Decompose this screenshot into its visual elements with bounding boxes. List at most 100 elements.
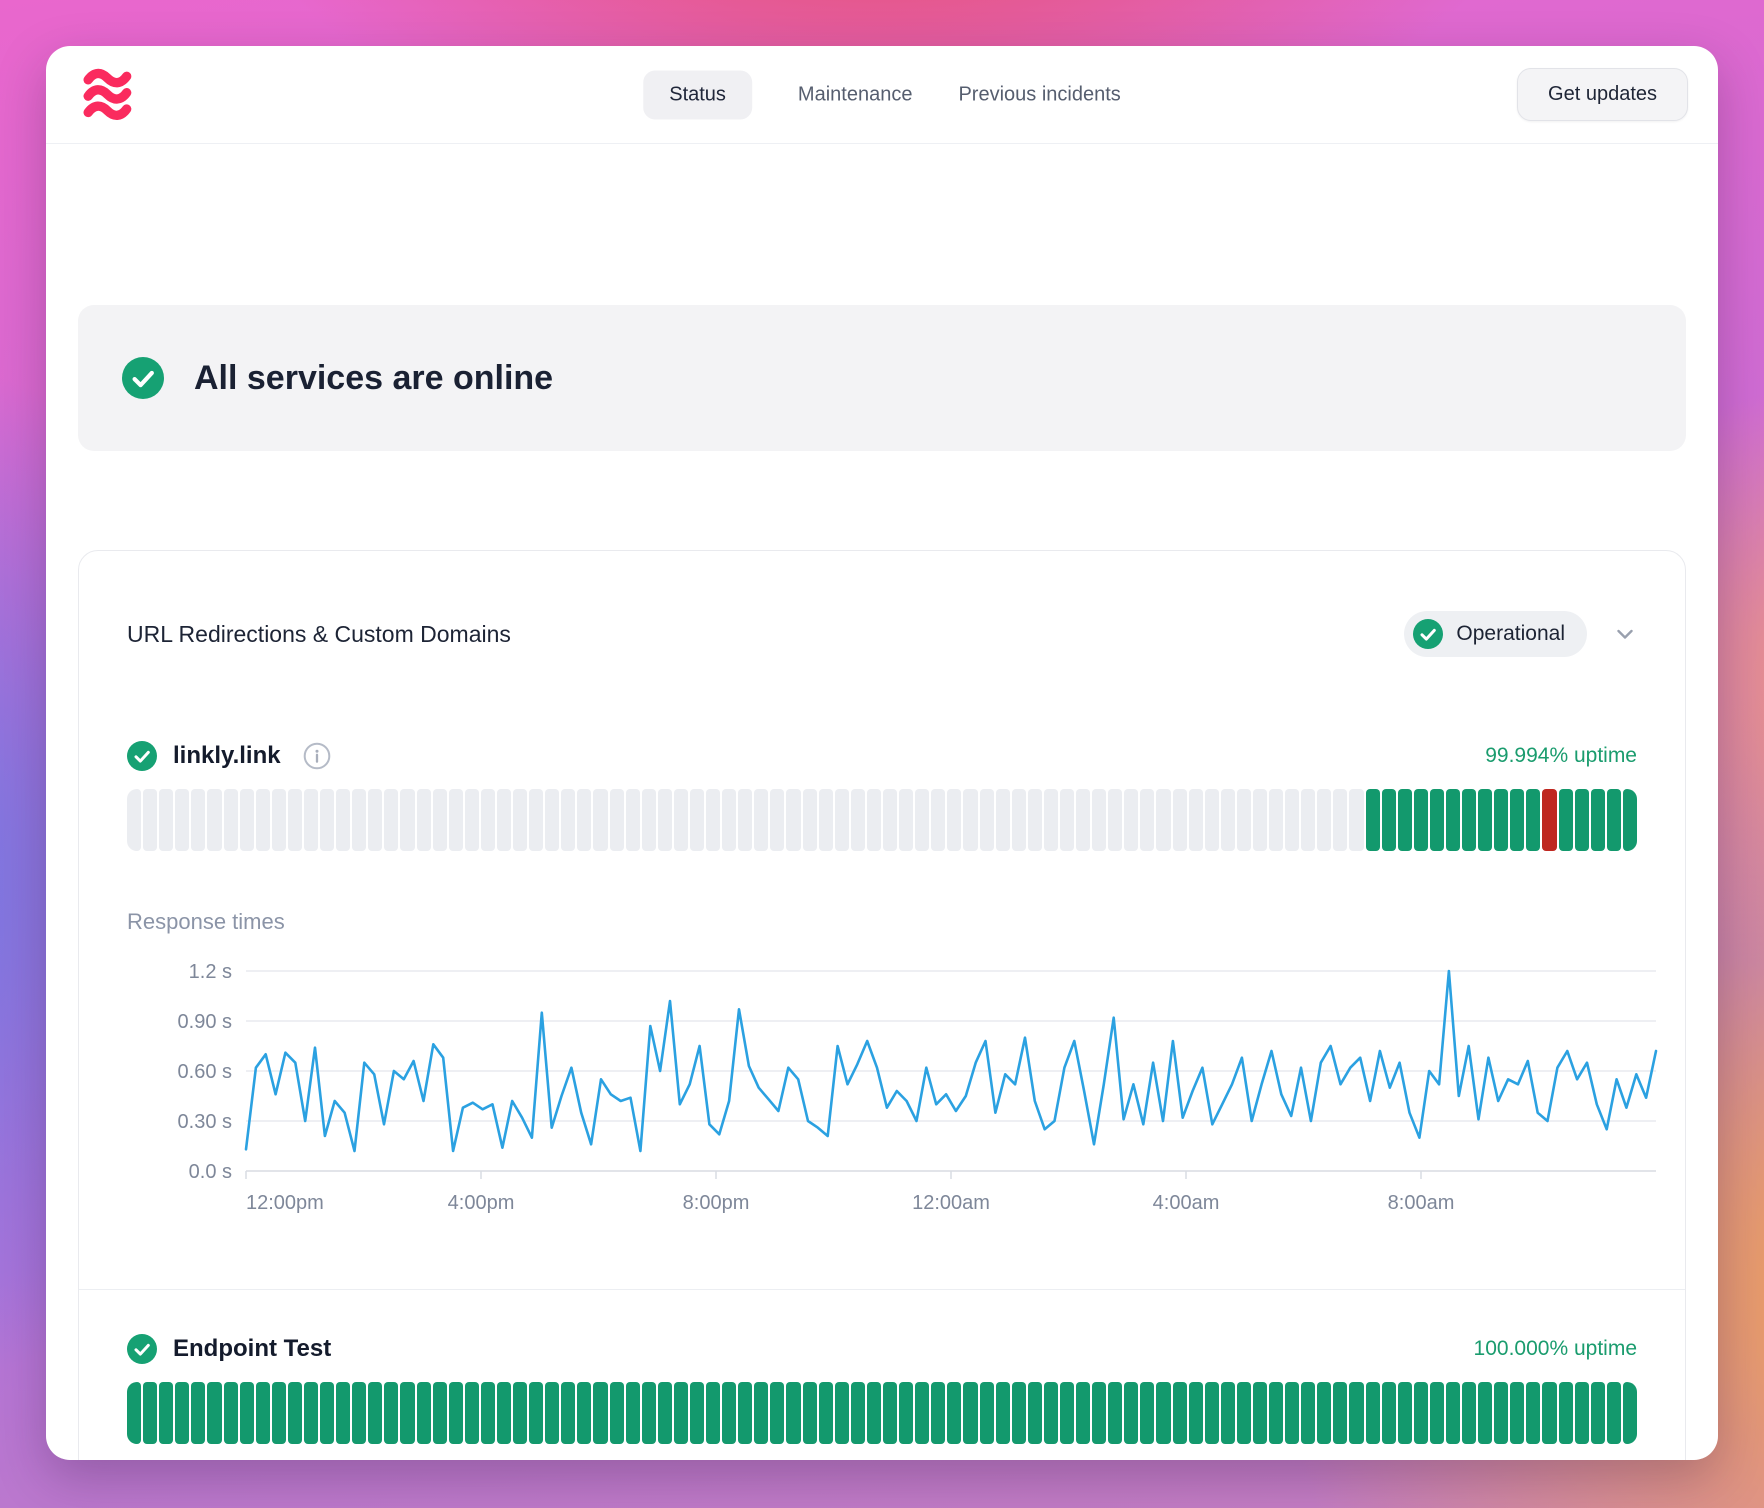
uptime-segment[interactable]	[1124, 1382, 1138, 1444]
uptime-segment[interactable]	[1205, 1382, 1219, 1444]
uptime-segment[interactable]	[1189, 1382, 1203, 1444]
uptime-segment[interactable]	[626, 1382, 640, 1444]
uptime-segment[interactable]	[1333, 1382, 1347, 1444]
uptime-segment[interactable]	[272, 789, 286, 851]
uptime-segment[interactable]	[819, 1382, 833, 1444]
uptime-segment[interactable]	[256, 789, 270, 851]
uptime-segment[interactable]	[1092, 789, 1106, 851]
uptime-segment[interactable]	[545, 1382, 559, 1444]
uptime-segment[interactable]	[690, 789, 704, 851]
uptime-segment[interactable]	[642, 1382, 656, 1444]
uptime-segment[interactable]	[529, 789, 543, 851]
info-icon[interactable]	[303, 742, 331, 770]
uptime-segment[interactable]	[1028, 789, 1042, 851]
uptime-segment[interactable]	[1237, 1382, 1251, 1444]
uptime-segment[interactable]	[256, 1382, 270, 1444]
uptime-segment[interactable]	[159, 789, 173, 851]
uptime-segment[interactable]	[754, 789, 768, 851]
uptime-segment[interactable]	[1173, 789, 1187, 851]
uptime-segment[interactable]	[1575, 789, 1589, 851]
chevron-down-icon[interactable]	[1613, 622, 1637, 646]
uptime-segment[interactable]	[400, 1382, 414, 1444]
uptime-segment[interactable]	[400, 789, 414, 851]
uptime-segment[interactable]	[465, 789, 479, 851]
uptime-segment[interactable]	[1446, 789, 1460, 851]
uptime-segment[interactable]	[1607, 789, 1621, 851]
uptime-segment[interactable]	[1044, 789, 1058, 851]
uptime-segment[interactable]	[1414, 1382, 1428, 1444]
uptime-segment[interactable]	[336, 789, 350, 851]
uptime-segment[interactable]	[1446, 1382, 1460, 1444]
uptime-segment[interactable]	[320, 789, 334, 851]
uptime-segment[interactable]	[175, 1382, 189, 1444]
uptime-segment[interactable]	[352, 789, 366, 851]
uptime-segment[interactable]	[803, 789, 817, 851]
uptime-segment[interactable]	[1205, 789, 1219, 851]
uptime-segment[interactable]	[835, 1382, 849, 1444]
uptime-segment[interactable]	[1108, 789, 1122, 851]
uptime-segment[interactable]	[1462, 1382, 1476, 1444]
uptime-segment[interactable]	[1253, 1382, 1267, 1444]
uptime-segment[interactable]	[1028, 1382, 1042, 1444]
uptime-segment[interactable]	[1366, 789, 1380, 851]
uptime-segment[interactable]	[304, 1382, 318, 1444]
uptime-segment[interactable]	[1012, 1382, 1026, 1444]
uptime-segment[interactable]	[1060, 1382, 1074, 1444]
uptime-segment[interactable]	[1382, 789, 1396, 851]
uptime-segment[interactable]	[1253, 789, 1267, 851]
uptime-segment[interactable]	[1398, 1382, 1412, 1444]
uptime-segment[interactable]	[915, 789, 929, 851]
uptime-segment[interactable]	[1301, 1382, 1315, 1444]
uptime-segment[interactable]	[1526, 1382, 1540, 1444]
uptime-segment[interactable]	[1285, 789, 1299, 851]
uptime-segment[interactable]	[561, 1382, 575, 1444]
uptime-segment[interactable]	[722, 1382, 736, 1444]
uptime-segment[interactable]	[497, 1382, 511, 1444]
uptime-segment[interactable]	[1382, 1382, 1396, 1444]
uptime-segment[interactable]	[1623, 1382, 1637, 1444]
uptime-segment[interactable]	[674, 789, 688, 851]
uptime-segment[interactable]	[1301, 789, 1315, 851]
uptime-segment[interactable]	[433, 1382, 447, 1444]
uptime-segment[interactable]	[770, 789, 784, 851]
uptime-segment[interactable]	[658, 789, 672, 851]
uptime-segment[interactable]	[1221, 789, 1235, 851]
uptime-segment[interactable]	[224, 789, 238, 851]
uptime-segment[interactable]	[384, 789, 398, 851]
uptime-segment[interactable]	[1317, 789, 1331, 851]
uptime-segment[interactable]	[1060, 789, 1074, 851]
uptime-segment[interactable]	[754, 1382, 768, 1444]
uptime-segment[interactable]	[1221, 1382, 1235, 1444]
uptime-segment[interactable]	[1237, 789, 1251, 851]
uptime-segment[interactable]	[127, 789, 141, 851]
uptime-segment[interactable]	[207, 1382, 221, 1444]
uptime-segment[interactable]	[1494, 789, 1508, 851]
uptime-segment[interactable]	[159, 1382, 173, 1444]
uptime-segment[interactable]	[143, 789, 157, 851]
uptime-segment[interactable]	[1092, 1382, 1106, 1444]
uptime-segment[interactable]	[272, 1382, 286, 1444]
uptime-segment[interactable]	[545, 789, 559, 851]
uptime-segment[interactable]	[417, 789, 431, 851]
uptime-segment[interactable]	[722, 789, 736, 851]
uptime-segment[interactable]	[240, 789, 254, 851]
uptime-segment[interactable]	[803, 1382, 817, 1444]
uptime-segment[interactable]	[980, 789, 994, 851]
uptime-segment[interactable]	[1559, 789, 1573, 851]
uptime-segment[interactable]	[336, 1382, 350, 1444]
uptime-segment[interactable]	[770, 1382, 784, 1444]
uptime-segment[interactable]	[288, 1382, 302, 1444]
uptime-segment[interactable]	[465, 1382, 479, 1444]
uptime-segment[interactable]	[1591, 789, 1605, 851]
uptime-segment[interactable]	[1076, 789, 1090, 851]
uptime-segment[interactable]	[851, 789, 865, 851]
uptime-segment[interactable]	[593, 1382, 607, 1444]
uptime-segment[interactable]	[1333, 789, 1347, 851]
uptime-segment[interactable]	[1156, 789, 1170, 851]
uptime-segment[interactable]	[899, 1382, 913, 1444]
uptime-segment[interactable]	[304, 789, 318, 851]
uptime-segment[interactable]	[931, 1382, 945, 1444]
uptime-segment[interactable]	[996, 789, 1010, 851]
uptime-segment[interactable]	[1623, 789, 1637, 851]
tab-status[interactable]: Status	[643, 70, 752, 119]
